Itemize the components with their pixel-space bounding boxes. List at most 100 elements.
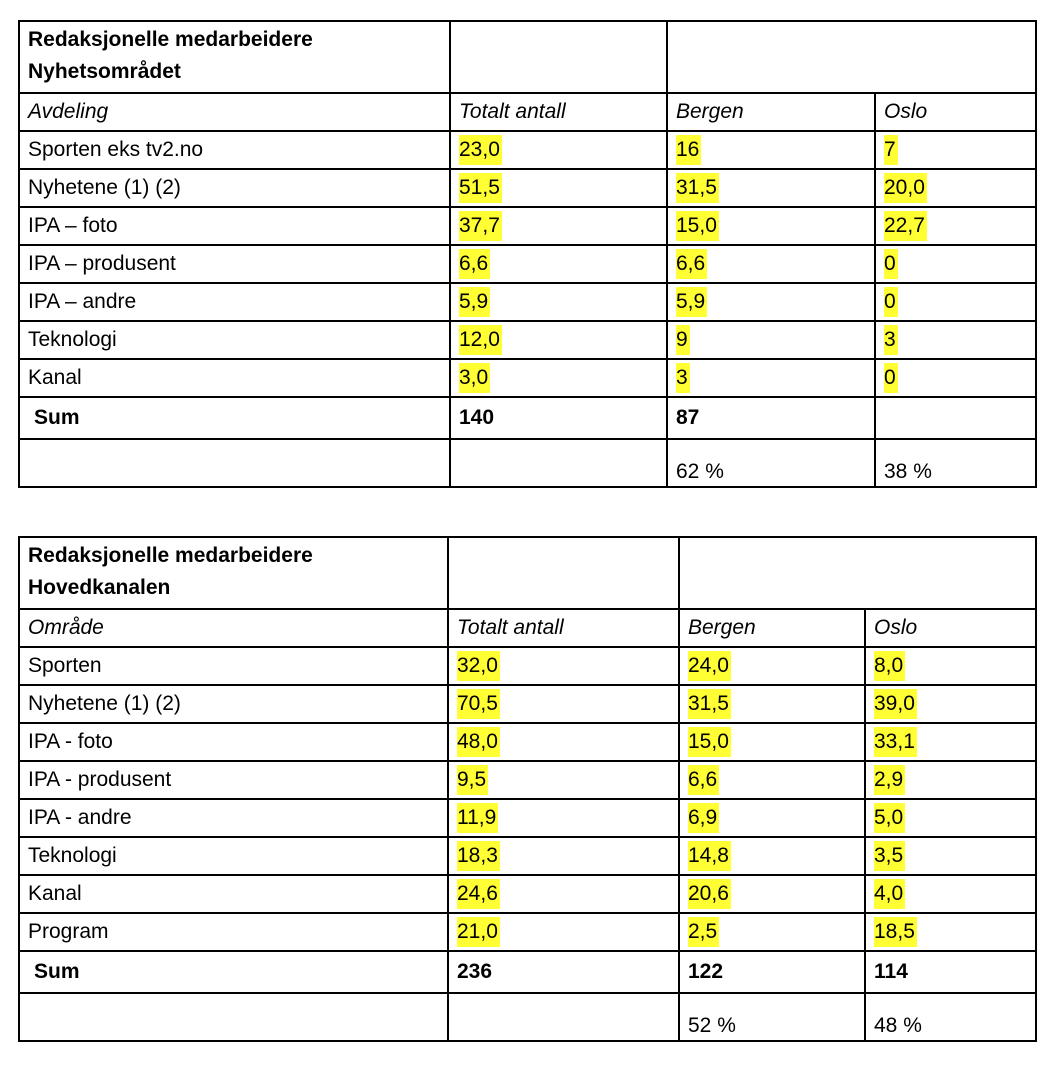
title-row: Redaksjonelle medarbeidere Nyhetsområdet	[18, 20, 1037, 94]
highlighted-value: 22,7	[884, 211, 927, 241]
cell-total: 12,0	[449, 320, 668, 360]
cell-bergen: 16	[666, 130, 876, 170]
cell-bergen: 20,6	[678, 874, 866, 914]
table-row: Nyhetene (1) (2) 51,5 31,5 20,0	[18, 168, 1037, 208]
header-oslo: Oslo	[864, 608, 1037, 648]
header-row: Område Totalt antall Bergen Oslo	[18, 608, 1037, 648]
table-row: IPA - foto 48,0 15,0 33,1	[18, 722, 1037, 762]
highlighted-value: 18,5	[874, 917, 917, 947]
highlighted-value: 51,5	[459, 173, 502, 203]
highlighted-value: 16	[676, 135, 702, 165]
cell-avdeling: IPA – foto	[18, 206, 451, 246]
cell-oslo: 2,9	[864, 760, 1037, 800]
cell-avdeling: Teknologi	[18, 836, 449, 876]
cell-oslo: 33,1	[864, 722, 1037, 762]
header-bergen: Bergen	[678, 608, 866, 648]
highlighted-value: 14,8	[688, 841, 731, 871]
cell-avdeling: IPA – produsent	[18, 244, 451, 284]
highlighted-value: 6,6	[676, 249, 708, 279]
cell-oslo: 39,0	[864, 684, 1037, 724]
pct-empty	[18, 438, 451, 488]
highlighted-value: 37,7	[459, 211, 502, 241]
highlighted-value: 8,0	[874, 651, 906, 681]
cell-total: 5,9	[449, 282, 668, 322]
cell-bergen: 24,0	[678, 646, 866, 686]
highlighted-value: 2,5	[688, 917, 720, 947]
cell-total: 23,0	[449, 130, 668, 170]
highlighted-value: 39,0	[874, 689, 917, 719]
title-empty-cell	[447, 536, 680, 610]
header-totalt-antall: Totalt antall	[447, 608, 680, 648]
table-row: IPA - andre 11,9 6,9 5,0	[18, 798, 1037, 838]
title-empty-cell	[666, 20, 1037, 94]
table-row: Kanal 3,0 3 0	[18, 358, 1037, 398]
cell-bergen: 2,5	[678, 912, 866, 952]
highlighted-value: 23,0	[459, 135, 502, 165]
sum-label: Sum	[18, 396, 451, 440]
sum-bergen: 87	[666, 396, 876, 440]
cell-avdeling: Sporten eks tv2.no	[18, 130, 451, 170]
pct-bergen: 52 %	[678, 992, 866, 1042]
cell-total: 11,9	[447, 798, 680, 838]
cell-oslo: 0	[874, 282, 1037, 322]
highlighted-value: 11,9	[457, 803, 499, 833]
table-nyhetsomradet: Redaksjonelle medarbeidere Nyhetsområdet…	[18, 20, 1037, 488]
cell-bergen: 15,0	[678, 722, 866, 762]
highlighted-value: 6,9	[688, 803, 720, 833]
highlighted-value: 12,0	[459, 325, 502, 355]
highlighted-value: 48,0	[457, 727, 500, 757]
pct-oslo: 48 %	[864, 992, 1037, 1042]
cell-oslo: 22,7	[874, 206, 1037, 246]
table-row: IPA – produsent 6,6 6,6 0	[18, 244, 1037, 284]
header-oslo: Oslo	[874, 92, 1037, 132]
highlighted-value: 31,5	[688, 689, 731, 719]
highlighted-value: 9	[676, 325, 690, 355]
cell-bergen: 6,6	[666, 244, 876, 284]
cell-total: 32,0	[447, 646, 680, 686]
cell-total: 6,6	[449, 244, 668, 284]
header-omrade: Område	[18, 608, 449, 648]
table-row: Sporten eks tv2.no 23,0 16 7	[18, 130, 1037, 170]
cell-bergen: 9	[666, 320, 876, 360]
highlighted-value: 33,1	[874, 727, 917, 757]
header-totalt-antall: Totalt antall	[449, 92, 668, 132]
cell-avdeling: IPA - andre	[18, 798, 449, 838]
highlighted-value: 15,0	[676, 211, 719, 241]
percent-row: 62 % 38 %	[18, 438, 1037, 488]
highlighted-value: 21,0	[457, 917, 500, 947]
pct-oslo: 38 %	[874, 438, 1037, 488]
sum-row: Sum 236 122 114	[18, 950, 1037, 994]
sum-row: Sum 140 87	[18, 396, 1037, 440]
cell-oslo: 0	[874, 358, 1037, 398]
highlighted-value: 31,5	[676, 173, 719, 203]
title-line-2: Nyhetsområdet	[28, 60, 181, 83]
pct-bergen: 62 %	[666, 438, 876, 488]
highlighted-value: 20,0	[884, 173, 927, 203]
percent-row: 52 % 48 %	[18, 992, 1037, 1042]
highlighted-value: 9,5	[457, 765, 489, 795]
cell-oslo: 20,0	[874, 168, 1037, 208]
highlighted-value: 6,6	[459, 249, 491, 279]
cell-avdeling: IPA – andre	[18, 282, 451, 322]
pct-empty	[447, 992, 680, 1042]
cell-bergen: 6,6	[678, 760, 866, 800]
cell-total: 9,5	[447, 760, 680, 800]
cell-oslo: 4,0	[864, 874, 1037, 914]
table-row: Program 21,0 2,5 18,5	[18, 912, 1037, 952]
cell-oslo: 18,5	[864, 912, 1037, 952]
table-row: Nyhetene (1) (2) 70,5 31,5 39,0	[18, 684, 1037, 724]
highlighted-value: 24,6	[457, 879, 500, 909]
pct-empty	[449, 438, 668, 488]
table-row: Teknologi 12,0 9 3	[18, 320, 1037, 360]
table-row: IPA – andre 5,9 5,9 0	[18, 282, 1037, 322]
title-line-1: Redaksjonelle medarbeidere	[28, 28, 313, 51]
cell-total: 18,3	[447, 836, 680, 876]
table-title: Redaksjonelle medarbeidere Hovedkanalen	[18, 536, 449, 610]
cell-oslo: 5,0	[864, 798, 1037, 838]
highlighted-value: 3	[884, 325, 898, 355]
table-row: Kanal 24,6 20,6 4,0	[18, 874, 1037, 914]
cell-bergen: 3	[666, 358, 876, 398]
cell-avdeling: Nyhetene (1) (2)	[18, 168, 451, 208]
sum-oslo	[874, 396, 1037, 440]
highlighted-value: 0	[884, 249, 898, 279]
